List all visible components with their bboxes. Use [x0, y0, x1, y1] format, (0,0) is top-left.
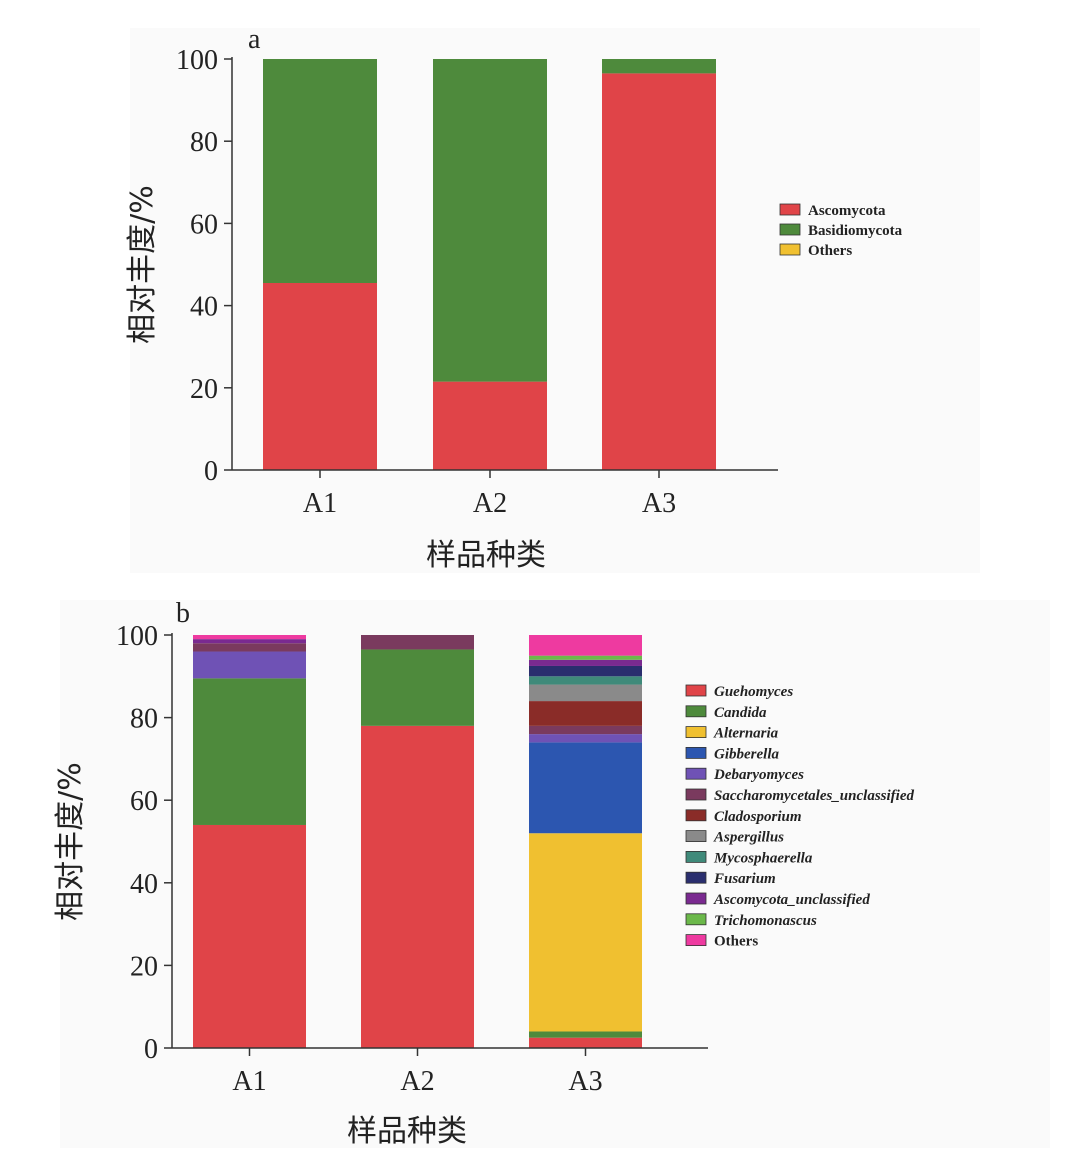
bar-segment-a1-candida	[193, 678, 306, 825]
legend-label-others: Others	[808, 243, 852, 259]
legend-swatch-candida	[685, 705, 707, 718]
bar-segment-a3-trichomonascus	[529, 655, 642, 660]
chart-b-svg: b A1 A2 A3 0 20 40 60 80 100 相对丰度/% 样品种类 Guehomyces C…	[53, 598, 914, 1149]
legend-label-cladosporium: Cladosporium	[714, 809, 802, 825]
bar-segment-a1-guehomyces	[193, 824, 306, 1048]
x-axis-title: 样品种类	[426, 538, 546, 573]
legend-swatch-alternaria	[685, 726, 707, 738]
bar-segment-a3-aspergillus	[529, 684, 642, 702]
bar-segment-a3-others	[529, 635, 642, 656]
legend-swatch-cladosporium	[685, 809, 707, 822]
legend-swatch-others	[779, 243, 801, 256]
legend-label-alternaria: Alternaria	[713, 726, 779, 742]
y-tick-label: 60	[190, 209, 218, 240]
legend-swatch-others	[685, 934, 707, 947]
legend-swatch-aspergillus	[685, 830, 707, 843]
x-tick-label: A3	[642, 488, 676, 519]
legend-label-mycosphaerella: Mycosphaerella	[713, 850, 813, 866]
legend-swatch-debaryomyces	[685, 767, 707, 780]
legend-label-saccharomycetales-unclassified: Saccharomycetales_unclassified	[714, 788, 914, 804]
chart-panel-a: a A1 A2 A3 0 20 40 60 80 100 相对丰度/% 样品种类 Ascomycota B…	[125, 24, 980, 573]
y-tick-label: 0	[204, 456, 218, 487]
bar-segment-a2-basidiomycota	[433, 59, 547, 382]
bar-segment-a2-guehomyces	[361, 725, 474, 1048]
bar-segment-a3-fusarium	[529, 665, 642, 677]
legend-label-aspergillus: Aspergillus	[713, 830, 784, 846]
x-tick-label: A1	[232, 1066, 266, 1097]
y-axis-title: 相对丰度/%	[53, 762, 88, 921]
bar-segment-a3-mycosphaerella	[529, 676, 642, 685]
bar-segment-a3-alternaria	[529, 833, 642, 1032]
bar-segment-a1-basidiomycota	[263, 59, 377, 283]
legend-swatch-ascomycota	[779, 203, 801, 216]
y-axis-title: 相对丰度/%	[125, 185, 160, 344]
y-tick-label: 20	[190, 374, 218, 405]
legend-swatch-trichomonascus	[685, 913, 707, 926]
legend-label-trichomonascus: Trichomonascus	[714, 913, 817, 929]
chart-panel-b: b A1 A2 A3 0 20 40 60 80 100 相对丰度/% 样品种类 Guehomyces C…	[53, 598, 1050, 1149]
bar-segment-a3-debaryomyces	[529, 734, 642, 743]
legend-swatch-ascomycota-unclassified	[685, 892, 707, 905]
panel-label: b	[176, 598, 190, 629]
legend-swatch-mycosphaerella	[685, 850, 707, 863]
bar-segment-a3-basidiomycota	[602, 59, 716, 74]
legend-label-gibberella: Gibberella	[714, 746, 779, 762]
y-tick-label: 100	[176, 45, 218, 76]
bar-segment-a3-guehomyces	[529, 1037, 642, 1048]
x-tick-label: A2	[400, 1066, 434, 1097]
x-tick-label: A2	[473, 488, 507, 519]
y-tick-label: 100	[116, 621, 158, 652]
legend-label-ascomycota: Ascomycota	[808, 203, 886, 219]
legend-swatch-guehomyces	[685, 684, 707, 697]
legend-label-basidiomycota: Basidiomycota	[808, 223, 903, 239]
bar-segment-a3-ascomycota-unclassified	[529, 659, 642, 666]
y-tick-label: 0	[144, 1034, 158, 1065]
bar-segment-a3-cladosporium	[529, 701, 642, 726]
bar-segment-a3-gibberella	[529, 742, 642, 834]
y-tick-label: 60	[130, 786, 158, 817]
legend-swatch-fusarium	[685, 871, 707, 884]
legend-label-fusarium: Fusarium	[713, 871, 776, 887]
x-axis-title: 样品种类	[347, 1114, 467, 1149]
bar-segment-a1-debaryomyces	[193, 651, 306, 679]
y-tick-label: 80	[130, 704, 158, 735]
bar-segment-a1-ascomycota	[263, 282, 377, 470]
legend-label-others: Others	[714, 934, 758, 950]
bar-segment-a1-others	[193, 635, 306, 640]
bar-segment-a3-ascomycota	[602, 73, 716, 470]
chart-a-svg: a A1 A2 A3 0 20 40 60 80 100 相对丰度/% 样品种类 Ascomycota B…	[125, 24, 903, 573]
legend-label-ascomycota-unclassified: Ascomycota_unclassified	[713, 892, 870, 908]
panel-label: a	[248, 24, 261, 55]
bar-segment-a3-saccharomycetales-unclassified	[529, 725, 642, 735]
legend-swatch-basidiomycota	[779, 223, 801, 236]
y-tick-label: 80	[190, 127, 218, 158]
legend-swatch-gibberella	[685, 746, 707, 759]
y-tick-label: 40	[130, 869, 158, 900]
bar-segment-a2-saccharomycetales-unclassified	[361, 635, 474, 650]
x-tick-label: A3	[568, 1066, 602, 1097]
bar-segment-a1-saccharomycetales-unclassified	[193, 643, 306, 652]
x-tick-label: A1	[303, 488, 337, 519]
bar-segment-a2-candida	[361, 649, 474, 726]
legend-swatch-saccharomycetales-unclassified	[685, 788, 707, 801]
bar-segment-a3-candida	[529, 1031, 642, 1038]
legend-label-debaryomyces: Debaryomyces	[713, 767, 804, 783]
y-tick-label: 20	[130, 951, 158, 982]
bar-segment-a1-ascomycota-unclassified	[193, 639, 306, 644]
legend-label-candida: Candida	[714, 705, 767, 721]
legend-label-guehomyces: Guehomyces	[714, 684, 793, 700]
bar-segment-a2-ascomycota	[433, 381, 547, 470]
y-tick-label: 40	[190, 292, 218, 323]
